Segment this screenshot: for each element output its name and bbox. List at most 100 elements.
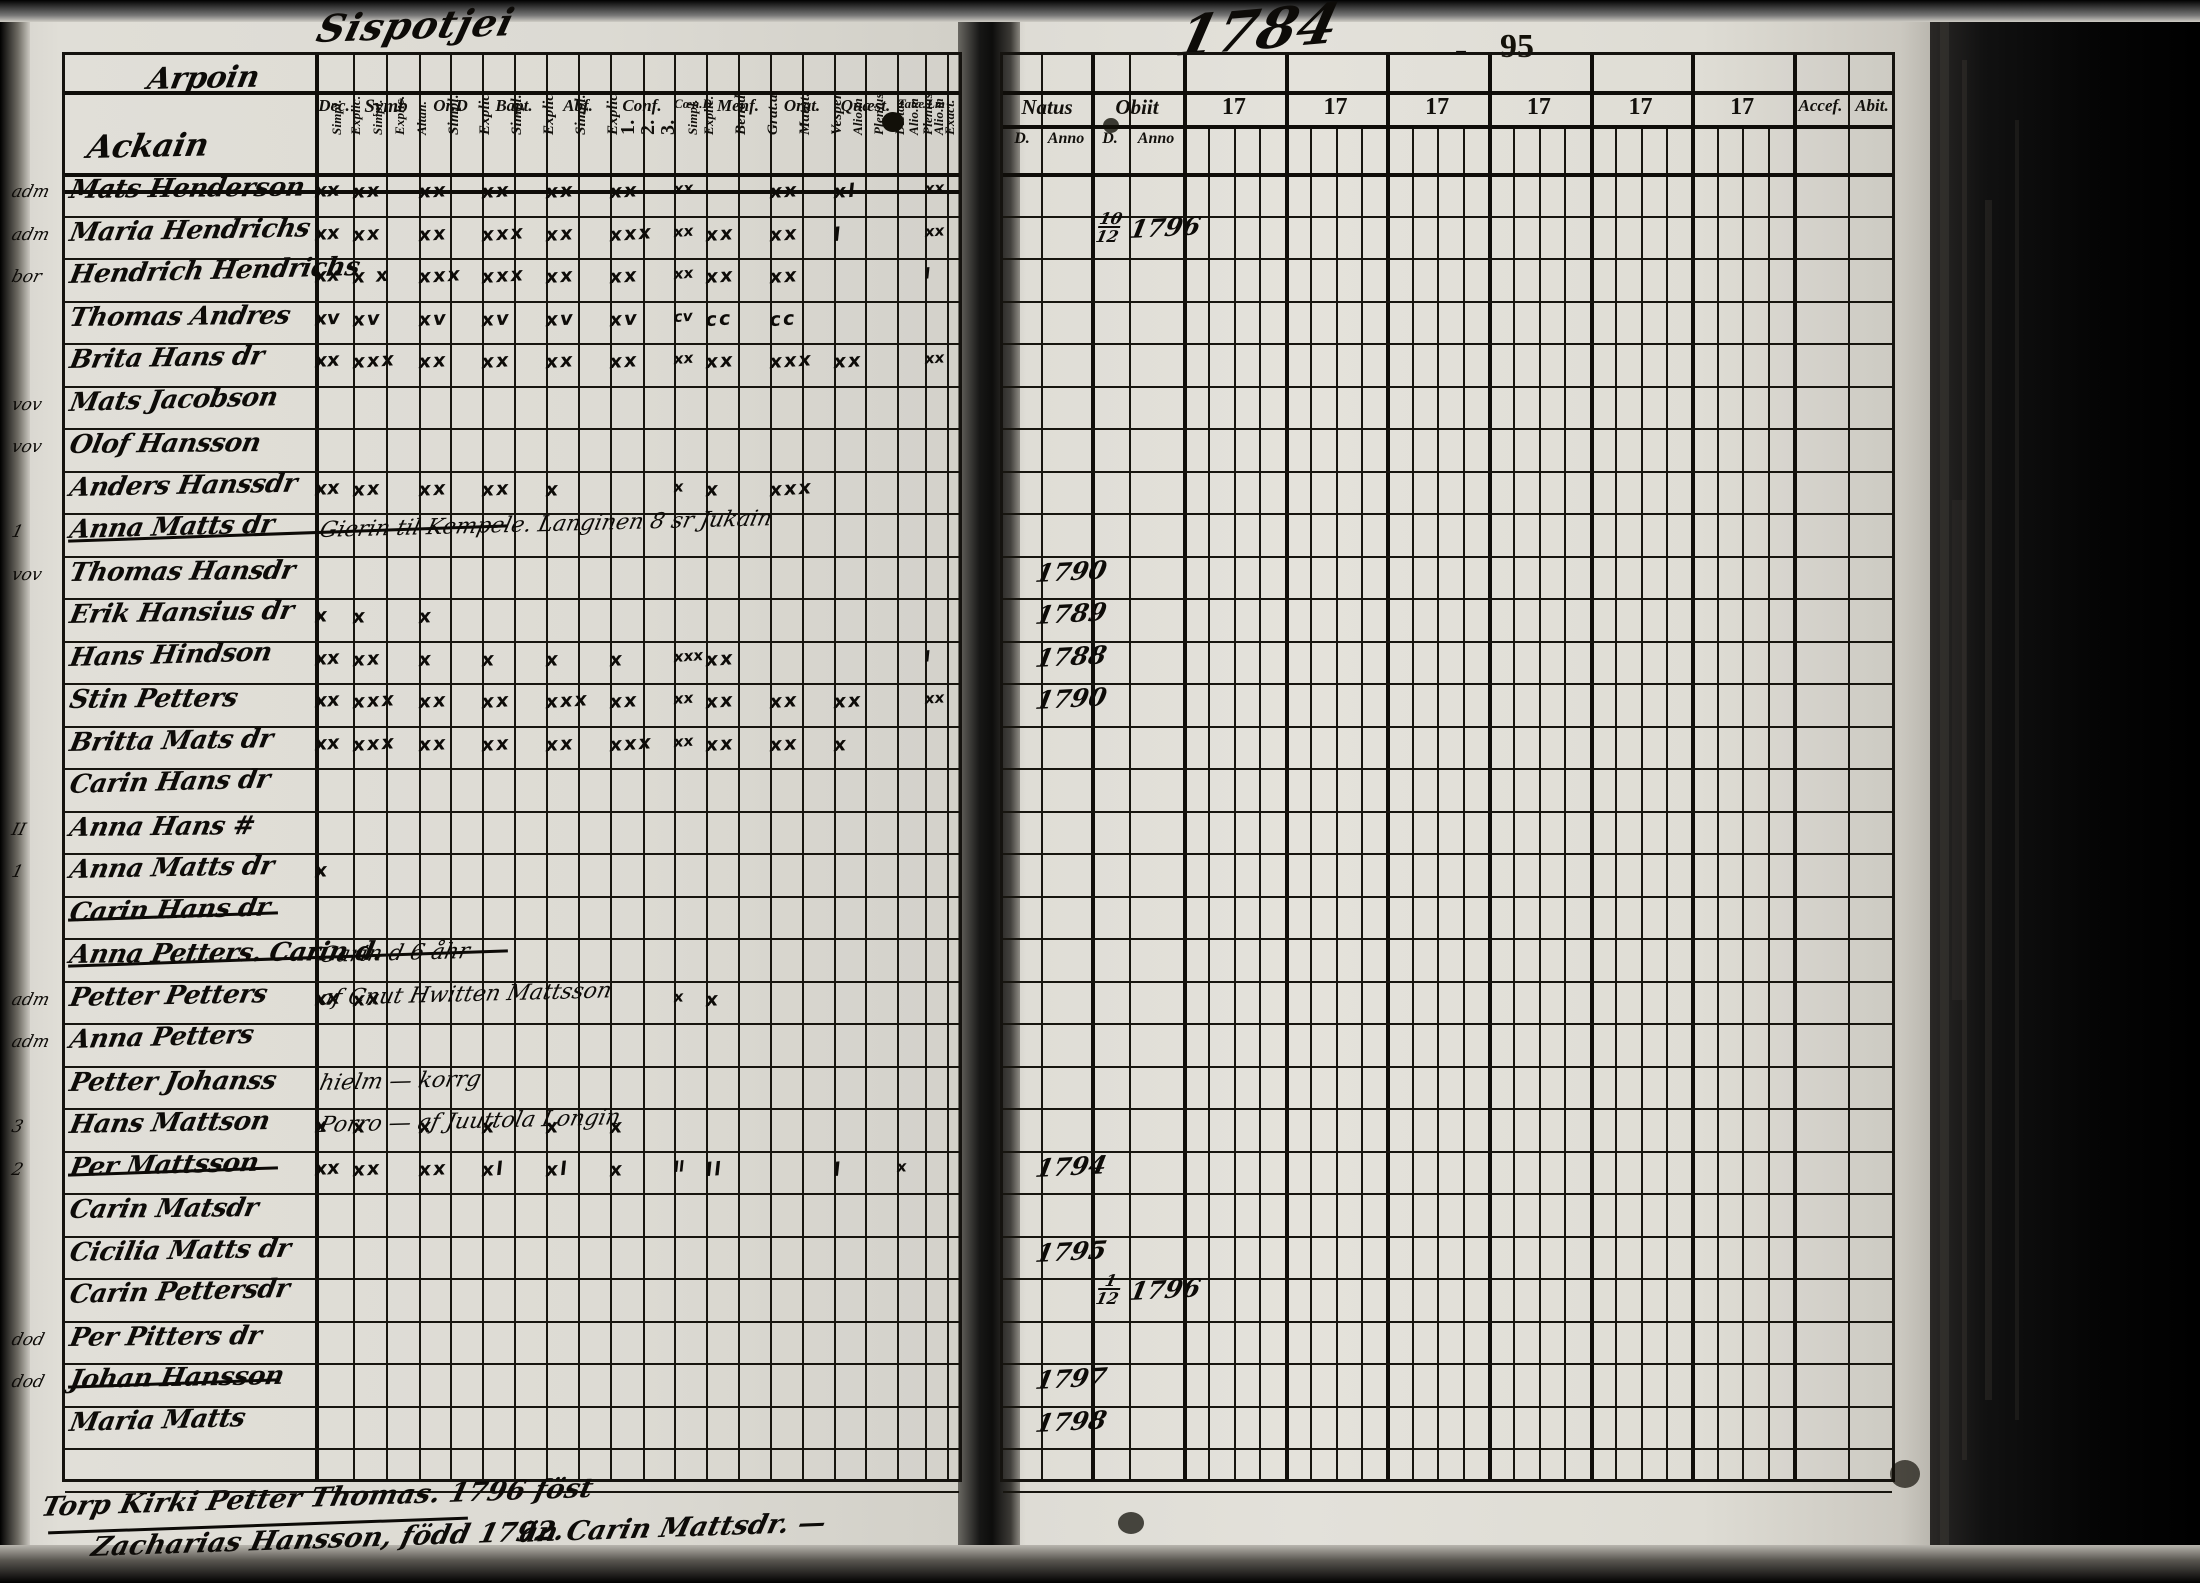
register-entry-name: Hans Mattson bbox=[67, 1106, 273, 1140]
row-rule bbox=[65, 555, 959, 558]
row-rule bbox=[65, 1405, 959, 1408]
attendance-mark: xx bbox=[417, 221, 449, 246]
row-rule bbox=[1003, 1235, 1892, 1238]
row-rule bbox=[1003, 1320, 1892, 1323]
register-entry-name: Olof Hansson bbox=[66, 428, 264, 460]
sub-header-obiit-day: D. bbox=[1102, 130, 1118, 147]
attendance-mark: xx bbox=[704, 731, 736, 756]
attendance-mark: xv bbox=[417, 306, 449, 331]
register-entry-name: Mats Jacobson bbox=[67, 381, 281, 418]
year-sub-rule bbox=[1513, 125, 1516, 1479]
attendance-mark: xv bbox=[608, 306, 640, 331]
ink-blot bbox=[1890, 1460, 1920, 1488]
attendance-mark: xx bbox=[923, 220, 946, 241]
attendance-mark: x bbox=[608, 647, 626, 671]
natus-year: 1795 bbox=[1033, 1234, 1110, 1268]
column-rule bbox=[610, 55, 612, 1479]
attendance-mark: xxx bbox=[608, 730, 655, 756]
year-sub-rule bbox=[1564, 125, 1567, 1479]
register-entry-name: Hans Hindson bbox=[67, 636, 275, 673]
column-header-year-1: 17 bbox=[1221, 94, 1246, 120]
row-rule bbox=[65, 513, 959, 515]
attendance-mark: xx bbox=[417, 731, 449, 756]
row-rule bbox=[1003, 598, 1892, 600]
column-rule bbox=[315, 55, 319, 1479]
row-rule bbox=[65, 1065, 959, 1068]
column-rule bbox=[643, 55, 645, 1479]
row-rule bbox=[65, 258, 959, 260]
sub-header-simpl: Simpl. bbox=[685, 99, 700, 135]
attendance-mark: xv bbox=[313, 306, 341, 330]
attendance-mark: xx bbox=[544, 349, 576, 374]
dark-scan-border bbox=[1930, 0, 2200, 1583]
row-rule bbox=[65, 1448, 959, 1450]
left-register-table: Dec. Symb Or.D Bapt. Abf. Conf. Cœn.D Menf. Orat… bbox=[62, 52, 962, 1493]
year-sub-rule bbox=[1335, 125, 1338, 1479]
attendance-mark: xx bbox=[704, 221, 736, 246]
attendance-mark: xx bbox=[608, 349, 640, 374]
attendance-mark: xx bbox=[544, 264, 576, 289]
year-sub-rule bbox=[1665, 125, 1668, 1479]
attendance-mark: cc bbox=[768, 306, 798, 331]
year-sub-rule bbox=[1615, 125, 1618, 1479]
year-sub-rule bbox=[1538, 125, 1541, 1479]
attendance-mark: xx bbox=[480, 179, 512, 204]
natus-year: 1789 bbox=[1033, 597, 1110, 630]
sub-header-altan: Altan. bbox=[414, 100, 429, 135]
attendance-mark: xx bbox=[313, 476, 341, 500]
margin-note: adm bbox=[9, 989, 52, 1010]
row-rule bbox=[1003, 938, 1892, 940]
row-rule bbox=[1003, 1108, 1892, 1110]
year-group-rule bbox=[1589, 55, 1594, 1479]
column-header-abit: Abit. bbox=[1855, 96, 1889, 115]
column-rule bbox=[514, 55, 516, 1479]
register-entry-name: Anna Hans # bbox=[66, 810, 258, 843]
attendance-mark: x bbox=[704, 987, 722, 1011]
scan-streak bbox=[1940, 0, 1949, 1583]
attendance-mark: x bbox=[417, 647, 435, 671]
register-entry-name: Petter Johanss bbox=[66, 1065, 279, 1098]
attendance-mark: xv bbox=[544, 306, 576, 331]
attendance-mark: xx bbox=[704, 264, 736, 289]
attendance-mark: xx bbox=[417, 349, 449, 374]
attendance-mark: xx bbox=[417, 689, 449, 714]
register-entry-name: Per Pitters dr bbox=[66, 1320, 264, 1353]
attendance-mark: xx bbox=[351, 646, 383, 671]
row-rule bbox=[65, 895, 959, 898]
attendance-mark: x bbox=[895, 1156, 908, 1176]
row-rule bbox=[1003, 1023, 1892, 1025]
row-rule bbox=[65, 683, 959, 685]
sub-header-conf-3: 3. bbox=[657, 119, 679, 135]
year-sub-rule bbox=[1767, 125, 1770, 1479]
attendance-mark: xx bbox=[351, 221, 383, 246]
register-entry-name: Cicilia Matts dr bbox=[67, 1233, 293, 1268]
attendance-mark: x bbox=[417, 605, 435, 629]
year-group-rule bbox=[1691, 55, 1696, 1479]
register-entry-name: Britta Mats dr bbox=[67, 723, 276, 758]
column-header-lm: Lm bbox=[926, 96, 946, 111]
register-entry-name: Thomas Andres bbox=[66, 300, 293, 333]
obiit-day: 1 bbox=[1103, 1271, 1119, 1290]
column-header-bapt: Bapt. bbox=[495, 96, 533, 115]
left-page-paper bbox=[0, 0, 990, 1583]
row-rule bbox=[65, 1108, 959, 1110]
year-group-rule bbox=[1386, 55, 1391, 1479]
column-rule bbox=[386, 55, 388, 1479]
row-rule bbox=[65, 1320, 959, 1323]
attendance-mark: xx bbox=[313, 688, 341, 713]
attendance-mark: xx bbox=[480, 349, 512, 374]
sub-header-plenius: Plenius bbox=[871, 93, 886, 135]
row-rule bbox=[65, 428, 959, 430]
attendance-mark: xxx bbox=[480, 220, 527, 246]
row-rule bbox=[1003, 853, 1892, 855]
attendance-mark: cc bbox=[704, 306, 734, 331]
name-column-heading: Arpoin bbox=[144, 59, 263, 97]
right-register-table: Natus Obiit D. Anno D. Anno 17 17 17 17 17 17 Accef.… bbox=[1000, 52, 1895, 1493]
row-rule bbox=[1003, 215, 1892, 218]
row-rule bbox=[1003, 683, 1892, 685]
attendance-mark: xx bbox=[544, 179, 576, 204]
column-header-accessit: Accef. bbox=[1798, 96, 1843, 115]
attendance-mark: cv bbox=[672, 306, 694, 326]
column-rule bbox=[353, 55, 355, 1479]
row-rule bbox=[65, 215, 959, 218]
